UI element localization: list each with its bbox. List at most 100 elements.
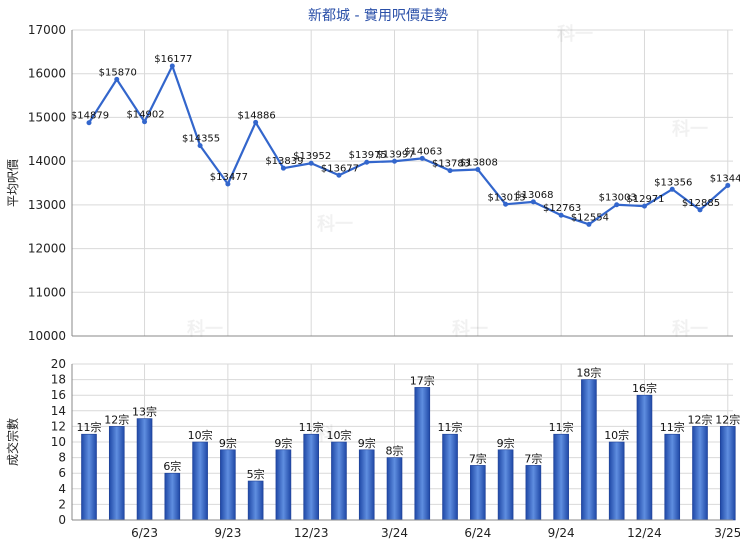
volume-bar-label: 16宗 <box>632 381 657 395</box>
price-point <box>697 207 703 213</box>
price-y-tick-label: 17000 <box>28 23 66 37</box>
volume-y-tick-label: 12 <box>51 419 66 433</box>
volume-bar <box>192 441 208 521</box>
volume-bar <box>303 433 319 521</box>
price-point <box>336 172 342 178</box>
volume-y-tick-label: 6 <box>58 466 66 480</box>
price-point <box>225 181 231 187</box>
price-point <box>308 160 314 166</box>
price-y-tick-label: 13000 <box>28 198 66 212</box>
volume-bar <box>442 433 458 521</box>
x-tick-label: 12/23 <box>294 526 329 540</box>
watermark-text: 科一 <box>187 318 223 340</box>
volume-bar <box>636 394 653 521</box>
volume-bar-label: 10宗 <box>326 428 351 442</box>
price-point <box>586 221 592 227</box>
price-point-label: $13003 <box>599 193 637 204</box>
price-point-label: $14355 <box>182 134 220 145</box>
volume-bar <box>608 441 625 521</box>
volume-bar-label: 11宗 <box>660 420 685 434</box>
price-point <box>253 119 259 125</box>
price-point-label: $13068 <box>515 190 553 201</box>
volume-bar <box>81 433 97 521</box>
volume-bar-label: 11宗 <box>77 420 102 434</box>
volume-y-tick-label: 14 <box>51 404 66 418</box>
price-point-label: $12763 <box>543 203 581 214</box>
price-point-label: $13839 <box>265 156 303 167</box>
price-point-label: $13997 <box>376 149 414 160</box>
price-y-axis-label: 平均呎價 <box>6 159 20 207</box>
volume-bar-label: 7宗 <box>469 451 487 465</box>
volume-y-tick-label: 8 <box>58 451 66 465</box>
price-y-tick-label: 16000 <box>28 67 66 81</box>
x-tick-label: 3/24 <box>381 526 408 540</box>
price-y-tick-label: 15000 <box>28 110 66 124</box>
price-point <box>86 120 92 126</box>
volume-y-tick-label: 10 <box>51 435 66 449</box>
price-point <box>447 168 453 174</box>
volume-bar-label: 7宗 <box>524 451 542 465</box>
price-point-label: $15870 <box>99 67 137 78</box>
watermark-text: 科一 <box>672 118 708 140</box>
price-point-label: $13477 <box>210 172 248 183</box>
price-point <box>419 155 425 161</box>
volume-y-tick-label: 18 <box>51 373 66 387</box>
price-point-label: $14886 <box>238 110 276 121</box>
volume-bar <box>247 480 264 521</box>
price-point-label: $16177 <box>154 54 192 65</box>
volume-bar-label: 9宗 <box>358 436 376 450</box>
volume-y-axis-label: 成交宗數 <box>5 418 20 466</box>
volume-bar-label: 9宗 <box>497 436 515 450</box>
volume-y-tick-label: 0 <box>58 513 66 527</box>
price-point-label: $14902 <box>126 110 164 121</box>
price-point-label: $14063 <box>404 146 442 157</box>
volume-bar <box>136 418 153 521</box>
price-point-label: $13808 <box>460 158 498 169</box>
volume-bar <box>220 449 236 521</box>
volume-bar <box>553 433 569 521</box>
volume-bar <box>275 449 292 521</box>
volume-bar <box>414 387 431 521</box>
x-tick-label: 9/23 <box>214 526 241 540</box>
chart-title: 新都城 - 實用呎價走勢 <box>308 7 448 24</box>
price-point-label: $13444 <box>710 173 740 184</box>
volume-y-tick-label: 4 <box>58 482 66 496</box>
price-point <box>641 203 647 209</box>
price-point <box>142 119 148 125</box>
volume-bar-label: 12宗 <box>715 412 740 426</box>
volume-bar <box>525 465 542 521</box>
volume-bar-label: 11宗 <box>299 420 324 434</box>
volume-bar-label: 9宗 <box>274 436 292 450</box>
x-tick-label: 9/24 <box>548 526 575 540</box>
volume-bar-label: 12宗 <box>104 412 129 426</box>
price-y-tick-label: 14000 <box>28 154 66 168</box>
volume-bar-label: 8宗 <box>386 444 404 458</box>
volume-bar <box>664 433 681 521</box>
x-tick-label: 3/25 <box>714 526 740 540</box>
price-point <box>669 186 675 192</box>
price-point-label: $13677 <box>321 163 359 174</box>
volume-bar-label: 6宗 <box>163 459 181 473</box>
volume-bar-label: 13宗 <box>132 405 157 419</box>
watermark-text: 科一 <box>317 213 353 235</box>
price-point-label: $12554 <box>571 212 609 223</box>
price-point <box>280 165 286 171</box>
volume-bar-label: 18宗 <box>576 366 601 380</box>
volume-y-tick-label: 16 <box>51 388 66 402</box>
volume-y-tick-label: 20 <box>51 357 66 371</box>
price-point-label: $14879 <box>71 111 109 122</box>
price-point-label: $13356 <box>654 177 692 188</box>
x-tick-label: 6/23 <box>131 526 158 540</box>
volume-bar <box>108 426 125 521</box>
price-chart-grid <box>72 29 733 337</box>
chart-axes: 10000 11000 12000 13000 14000 15000 16000 17000… <box>28 23 740 540</box>
price-point-label: $13952 <box>293 151 331 162</box>
price-point-label: $13975 <box>349 150 387 161</box>
volume-bar-label: 11宗 <box>549 420 574 434</box>
watermark-text: 科一 <box>317 423 353 445</box>
x-tick-label: 12/24 <box>627 526 662 540</box>
volume-bar <box>386 457 403 521</box>
volume-bar-label: 10宗 <box>188 428 213 442</box>
volume-bar <box>331 441 347 521</box>
